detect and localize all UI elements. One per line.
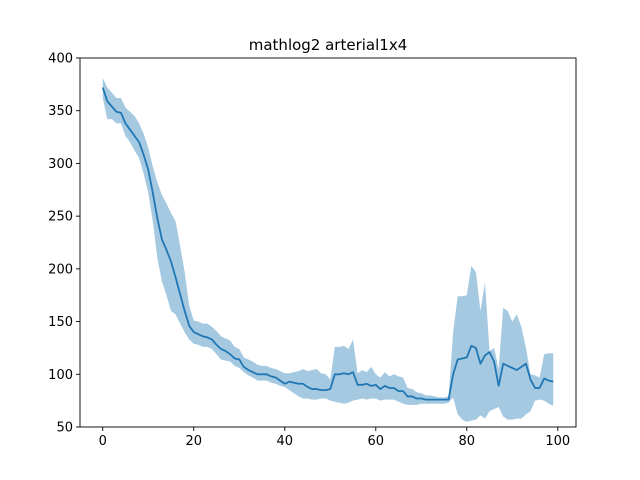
axes-frame	[79, 57, 577, 428]
y-tick-label: 200	[48, 262, 73, 277]
x-tick-label: 80	[459, 434, 476, 449]
x-tick-label: 100	[545, 434, 570, 449]
x-tick-label: 0	[99, 434, 107, 449]
y-tick-label: 400	[48, 52, 73, 67]
y-tick-label: 300	[48, 157, 73, 172]
x-tick-label: 60	[368, 434, 385, 449]
y-tick-label: 350	[48, 104, 73, 119]
y-tick-label: 50	[56, 421, 73, 436]
plot-area	[101, 78, 554, 422]
mean-line	[101, 87, 554, 401]
axes: 0 20 40 60 80 100 50 100 150 200 250 300 350 400	[48, 52, 577, 449]
x-tick-label: 40	[276, 434, 293, 449]
confidence-band	[102, 78, 554, 422]
chart-title: mathlog2 arterial1x4	[249, 36, 408, 54]
y-tick-label: 150	[48, 315, 73, 330]
series-group	[101, 78, 554, 422]
y-tick-label: 100	[48, 368, 73, 383]
x-tick-label: 20	[185, 434, 202, 449]
y-tick-label: 250	[48, 210, 73, 225]
